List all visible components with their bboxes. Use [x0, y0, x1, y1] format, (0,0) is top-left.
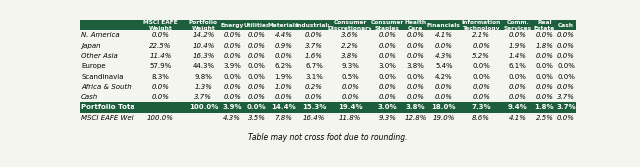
- Text: Table may not cross foot due to rounding.: Table may not cross foot due to rounding…: [248, 133, 408, 142]
